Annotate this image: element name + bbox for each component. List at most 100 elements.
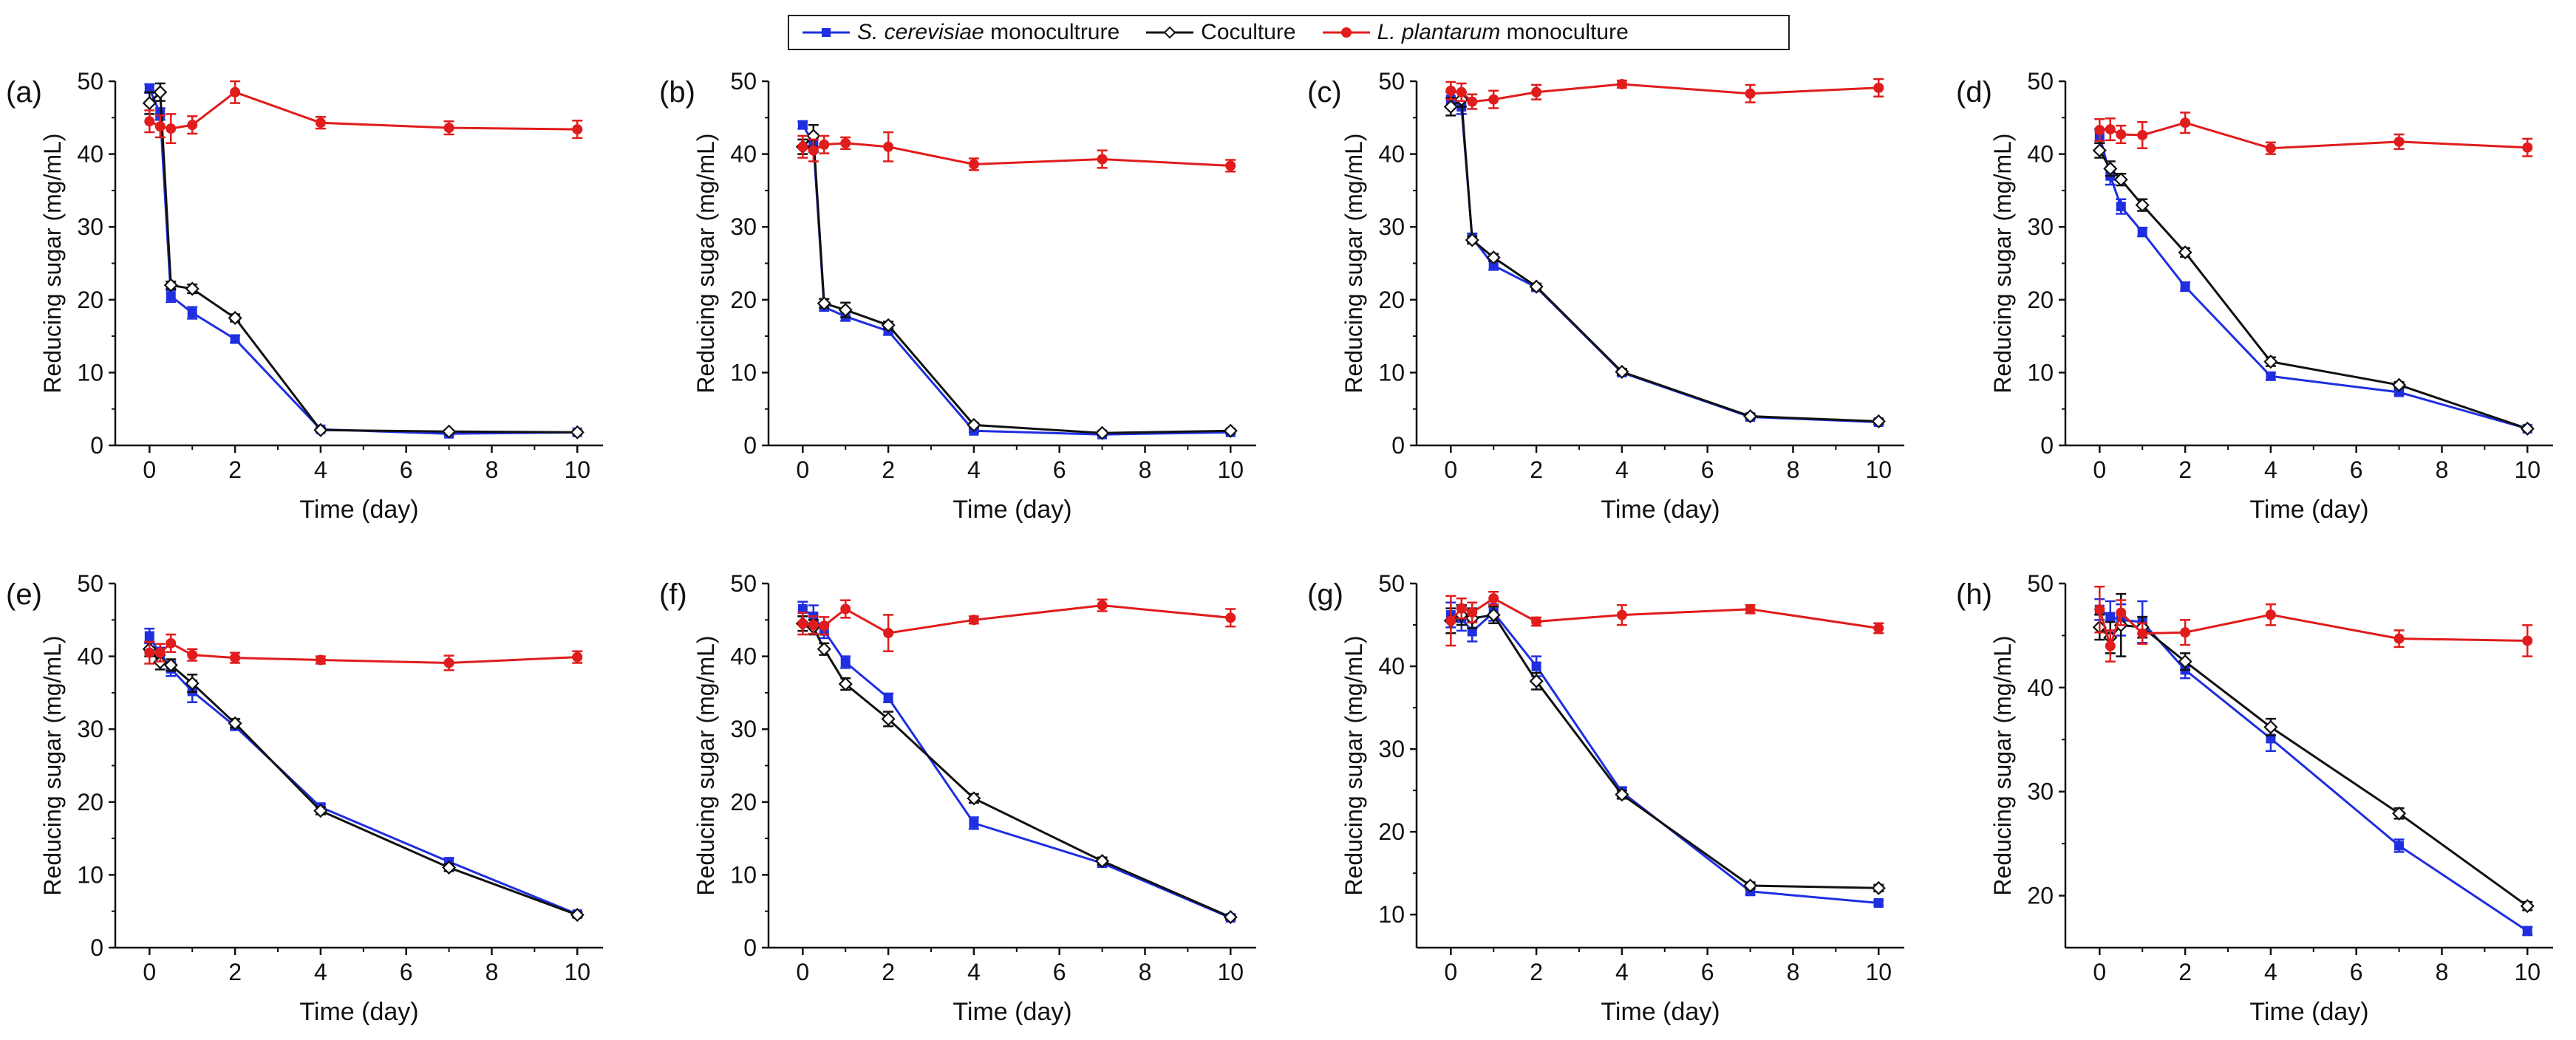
chart-2-point-lplan bbox=[840, 137, 851, 148]
chart-1-x-tick-label: 0 bbox=[143, 456, 156, 483]
chart-1-x-tick-label: 10 bbox=[564, 456, 590, 483]
chart-3-point-coculture bbox=[1529, 279, 1544, 294]
chart-4-point-lplan bbox=[2116, 129, 2127, 140]
chart-3-x-tick-label: 10 bbox=[1865, 456, 1892, 483]
chart-5-x-tick-label: 8 bbox=[485, 959, 499, 985]
chart-3-y-tick-label: 20 bbox=[1378, 287, 1405, 313]
chart-6-point-coculture bbox=[838, 677, 853, 691]
chart-1-y-tick-label: 0 bbox=[90, 432, 103, 459]
chart-7-y-tick-label: 20 bbox=[1378, 818, 1405, 845]
chart-8-x-tick-label: 10 bbox=[2514, 959, 2541, 985]
legend-marker-coculture bbox=[1146, 26, 1194, 39]
chart-4-panel-label: (d) bbox=[1956, 76, 1992, 109]
chart-7-line-scer bbox=[1450, 611, 1879, 904]
chart-4-x-tick-label: 4 bbox=[2264, 456, 2277, 483]
chart-6-point-lplan bbox=[1097, 600, 1108, 611]
chart-5-point-coculture bbox=[163, 657, 178, 672]
chart-5-point-coculture bbox=[570, 908, 585, 923]
chart-6-point-coculture bbox=[817, 642, 831, 657]
chart-3-point-lplan bbox=[1745, 88, 1756, 99]
chart-8-x-tick-label: 4 bbox=[2264, 959, 2277, 985]
chart-1-x-tick-label: 8 bbox=[485, 456, 499, 483]
chart-2-y-tick-label: 40 bbox=[730, 141, 757, 168]
chart-2-x-tick-label: 0 bbox=[796, 456, 809, 483]
chart-7-point-lplan bbox=[1467, 607, 1478, 618]
chart-4-point-lplan bbox=[2265, 143, 2276, 154]
chart-1-y-tick-label: 30 bbox=[77, 213, 103, 240]
chart-5-y-tick-label: 20 bbox=[77, 789, 103, 815]
chart-6-line-scer bbox=[802, 608, 1231, 919]
chart-1-x-tick-label: 2 bbox=[228, 456, 242, 483]
chart-6-x-tick-label: 8 bbox=[1139, 959, 1152, 985]
chart-5-point-scer bbox=[144, 631, 154, 641]
chart-8-x-label: Time (day) bbox=[2249, 998, 2368, 1026]
chart-7-x-label: Time (day) bbox=[1601, 998, 1720, 1026]
chart-5-point-lplan bbox=[154, 647, 166, 658]
chart-8-point-scer bbox=[2522, 926, 2532, 936]
chart-6-point-coculture bbox=[1223, 910, 1238, 925]
chart-5-point-lplan bbox=[166, 637, 177, 649]
chart-1-point-lplan bbox=[230, 86, 241, 98]
chart-4-point-scer bbox=[2116, 202, 2126, 212]
chart-8-line-lplan bbox=[2098, 609, 2528, 650]
chart-8-line-coculture bbox=[2099, 623, 2529, 907]
chart-4-x-tick-label: 2 bbox=[2178, 456, 2192, 483]
chart-1-point-lplan bbox=[572, 124, 583, 135]
chart-7-panel-label: (g) bbox=[1307, 578, 1343, 611]
chart-8-point-coculture bbox=[2263, 719, 2278, 734]
chart-8-point-scer bbox=[2105, 612, 2116, 622]
chart-4-y-tick-label: 10 bbox=[2027, 359, 2054, 386]
chart-2-line-lplan bbox=[802, 142, 1231, 167]
chart-1-point-lplan bbox=[154, 121, 166, 132]
chart-3-line-scer bbox=[1450, 98, 1879, 423]
chart-8-point-lplan bbox=[2105, 640, 2116, 651]
chart-5-y-tick-label: 30 bbox=[77, 716, 103, 742]
chart-8-x-tick-label: 2 bbox=[2178, 959, 2192, 985]
chart-2: (b) 0 10 20 30 40 50 0 2 4 6 8 10 Time (day) Reducing … bbox=[659, 68, 1256, 524]
chart-2-line-coculture bbox=[802, 133, 1231, 434]
chart-5-line-lplan bbox=[149, 642, 578, 664]
chart-3-point-coculture bbox=[1615, 364, 1629, 379]
chart-3-panel-label: (c) bbox=[1307, 76, 1342, 109]
chart-6-y-label: Reducing sugar (mg/mL) bbox=[692, 635, 719, 895]
chart-4-point-coculture bbox=[2103, 161, 2118, 176]
chart-1-point-coculture bbox=[570, 425, 585, 439]
chart-1-point-coculture bbox=[185, 281, 200, 296]
chart-1-x-tick-label: 6 bbox=[400, 456, 413, 483]
legend-marker-scer bbox=[803, 28, 850, 37]
chart-1-point-coculture bbox=[313, 422, 328, 437]
chart-6-x-label: Time (day) bbox=[953, 998, 1071, 1026]
chart-6-point-scer bbox=[797, 604, 808, 615]
chart-2-point-coculture bbox=[881, 318, 896, 332]
chart-4-y-tick-label: 50 bbox=[2027, 68, 2054, 95]
chart-7-x-tick-label: 2 bbox=[1530, 959, 1543, 985]
chart-5-point-lplan bbox=[443, 657, 454, 668]
chart-6-x-tick-label: 2 bbox=[882, 959, 895, 985]
chart-2-point-coculture bbox=[838, 303, 853, 318]
chart-7-y-tick-label: 40 bbox=[1378, 653, 1405, 680]
chart-4-x-label: Time (day) bbox=[2249, 496, 2368, 524]
chart-2-point-lplan bbox=[1097, 154, 1108, 165]
chart-1-point-scer bbox=[144, 83, 154, 94]
chart-7-point-lplan bbox=[1873, 623, 1884, 634]
chart-7-x-tick-label: 6 bbox=[1701, 959, 1714, 985]
chart-4-y-tick-label: 40 bbox=[2027, 141, 2054, 168]
chart-4-point-coculture bbox=[2135, 198, 2150, 213]
chart-1-y-label: Reducing sugar (mg/mL) bbox=[39, 133, 66, 393]
chart-3-point-lplan bbox=[1531, 86, 1542, 98]
chart-3-point-lplan bbox=[1873, 82, 1884, 93]
legend: S. cerevisiae monocultrure Coculture L. … bbox=[788, 15, 1790, 50]
chart-5-point-lplan bbox=[315, 654, 326, 666]
chart-6-line-coculture bbox=[802, 622, 1231, 918]
chart-2-point-lplan bbox=[797, 141, 808, 152]
chart-4-point-coculture bbox=[2092, 143, 2107, 158]
chart-8-y-tick-label: 50 bbox=[2027, 570, 2054, 597]
chart-8-point-coculture bbox=[2520, 899, 2535, 914]
chart-8-point-lplan bbox=[2137, 628, 2148, 639]
chart-7-point-coculture bbox=[1486, 608, 1501, 623]
chart-4-point-coculture bbox=[2392, 377, 2407, 392]
chart-8-point-lplan bbox=[2116, 607, 2127, 618]
chart-3-point-scer bbox=[1488, 260, 1499, 270]
chart-7-x-tick-label: 10 bbox=[1865, 959, 1892, 985]
chart-6-point-coculture bbox=[1095, 854, 1110, 869]
